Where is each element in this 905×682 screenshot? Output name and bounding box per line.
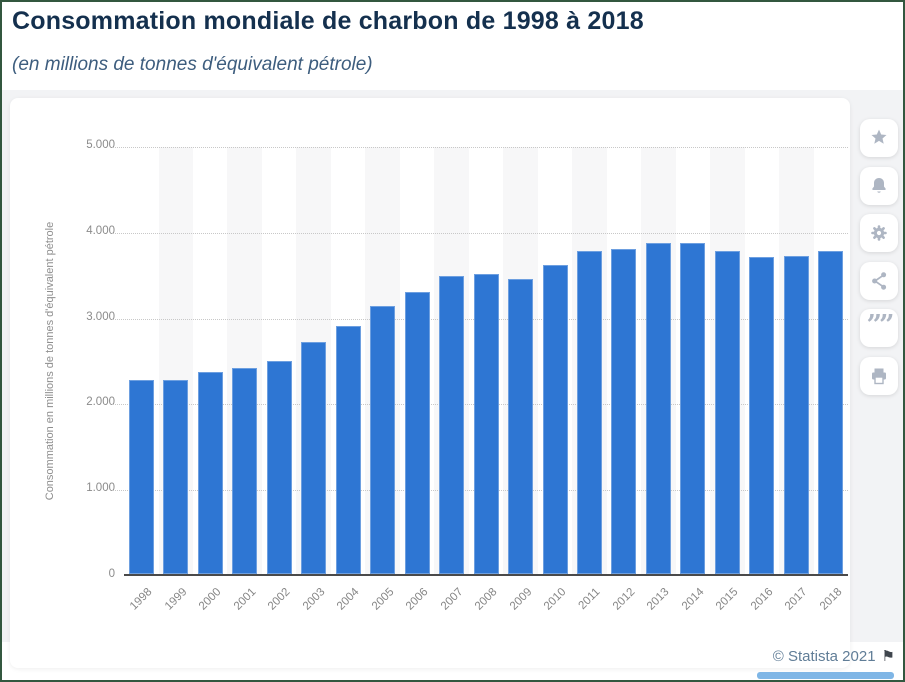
x-tick-label: 2011 <box>576 586 603 612</box>
bar-2004[interactable] <box>335 325 361 574</box>
y-tick-label: 5.000 <box>86 139 115 151</box>
bar-1999[interactable] <box>163 380 189 574</box>
y-tick-label: 3.000 <box>86 310 115 323</box>
bar-2014[interactable] <box>680 243 706 574</box>
settings-button[interactable] <box>860 214 898 252</box>
chart-card: Consommation en millions de tonnes d'équ… <box>10 98 850 668</box>
copyright-text: © Statista 2021 <box>772 647 876 665</box>
bell-icon <box>867 174 891 198</box>
x-tick-label: 2008 <box>472 586 500 613</box>
y-axis-title: Consommation en millions de tonnes d'équ… <box>44 221 56 501</box>
flag-icon[interactable]: ⚑ <box>881 647 895 665</box>
x-tick-label: 2018 <box>817 586 845 613</box>
bar-2013[interactable] <box>645 242 671 574</box>
gridline-5000 <box>112 147 848 148</box>
gear-icon <box>867 221 891 245</box>
plot-area: 1998 1999 2000 2001 2002 2003 2004 2005 2006 2007… <box>112 147 848 613</box>
bar-2010[interactable] <box>542 265 568 574</box>
quote-icon: ”” <box>866 310 894 341</box>
x-tick-label: 2006 <box>403 586 431 613</box>
bar-2000[interactable] <box>197 371 223 574</box>
bar-2016[interactable] <box>749 256 775 574</box>
cite-button[interactable]: ”” <box>860 309 898 347</box>
x-tick-label: 2005 <box>369 586 397 613</box>
bar-2015[interactable] <box>714 251 740 574</box>
bar-2018[interactable] <box>818 251 844 574</box>
horizontal-scrollbar-thumb[interactable] <box>757 672 894 679</box>
y-tick-label: 4.000 <box>86 224 115 237</box>
bar-2007[interactable] <box>439 275 464 574</box>
bar-2006[interactable] <box>404 291 430 574</box>
bar-2005[interactable] <box>370 306 396 574</box>
x-tick-label: 2010 <box>541 586 569 613</box>
x-tick-label: 2009 <box>507 586 534 613</box>
share-button[interactable] <box>860 262 898 300</box>
star-icon <box>867 126 891 150</box>
bar-2011[interactable] <box>576 250 602 574</box>
x-tick-label: 2004 <box>334 586 362 613</box>
x-tick-label: 1999 <box>162 586 190 613</box>
bar-2001[interactable] <box>232 368 258 574</box>
gridline-4000 <box>112 232 848 234</box>
page-subtitle: (en millions de tonnes d'équivalent pétr… <box>12 54 373 75</box>
chart-header: Consommation mondiale de charbon de 1998… <box>2 2 903 90</box>
bar-2017[interactable] <box>783 255 809 574</box>
x-tick-label: 2014 <box>679 586 707 613</box>
bar-2008[interactable] <box>473 274 499 574</box>
y-tick-label: 1.000 <box>86 482 115 495</box>
bar-2002[interactable] <box>266 361 292 574</box>
y-tick-label: 2.000 <box>86 396 115 409</box>
x-tick-label: 2015 <box>714 586 741 613</box>
print-button[interactable] <box>860 357 898 395</box>
share-icon <box>867 269 891 293</box>
page-title: Consommation mondiale de charbon de 1998… <box>12 7 644 35</box>
printer-icon <box>867 364 891 388</box>
bar-2003[interactable] <box>301 341 327 574</box>
x-tick-label: 2016 <box>748 586 776 613</box>
bar-2009[interactable] <box>508 278 533 574</box>
x-tick-label: 2013 <box>645 586 672 613</box>
favorite-button[interactable] <box>860 119 898 157</box>
x-tick-label: 2001 <box>231 586 259 613</box>
x-tick-label: 2000 <box>197 586 224 613</box>
x-tick-label: 2007 <box>438 586 465 613</box>
y-tick-label: 0 <box>108 568 115 580</box>
bar-2012[interactable] <box>611 248 637 574</box>
footer: © Statista 2021 ⚑ <box>773 647 895 665</box>
notifications-button[interactable] <box>860 167 898 205</box>
x-tick-label: 1998 <box>128 586 155 613</box>
x-tick-label: 2012 <box>610 586 638 613</box>
x-tick-label: 2017 <box>783 586 810 613</box>
x-tick-label: 2003 <box>300 586 328 613</box>
x-tick-label: 2002 <box>265 586 293 613</box>
bar-1998[interactable] <box>128 379 154 574</box>
